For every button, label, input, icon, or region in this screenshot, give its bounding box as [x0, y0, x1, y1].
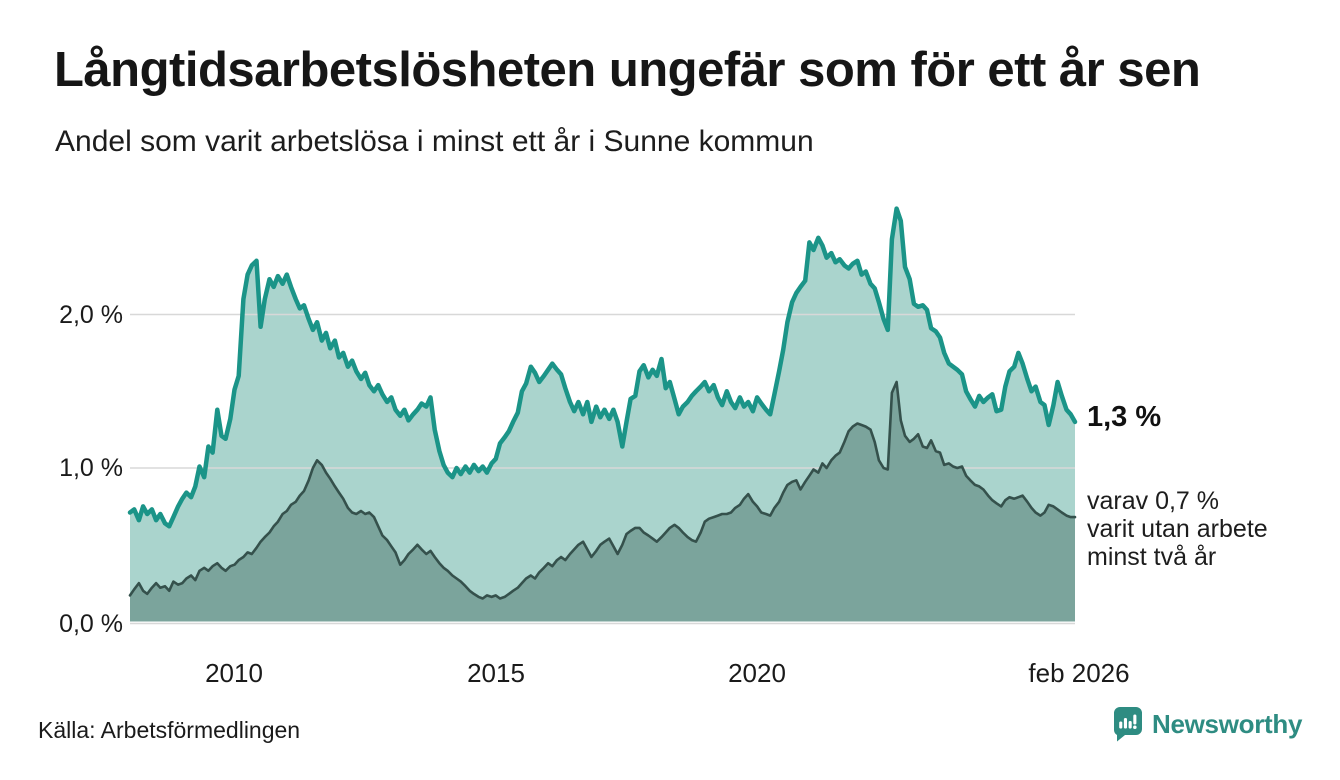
y-tick-2: 2,0 % — [59, 300, 123, 329]
series-1yr-line — [127, 206, 1078, 529]
series-2yr-line — [128, 380, 1077, 600]
secondary-value-line3: minst två år — [1087, 543, 1217, 571]
series-2yr-area — [130, 382, 1075, 622]
secondary-value-line1: varav 0,7 % — [1087, 487, 1220, 515]
latest-value-label: 1,3 % — [1087, 401, 1162, 433]
x-tick-feb-2026: feb 2026 — [1028, 658, 1130, 688]
page-subtitle: Andel som varit arbetslösa i minst ett å… — [55, 125, 814, 158]
page-title: Långtidsarbetslösheten ungefär som för e… — [54, 43, 1201, 97]
y-tick-1: 1,0 % — [59, 454, 123, 482]
source-credit: Källa: Arbetsförmedlingen — [38, 717, 301, 743]
secondary-value-label: varav 0,7 % varit utan arbete minst två … — [1087, 487, 1268, 571]
secondary-value-line2: varit utan arbete — [1087, 515, 1268, 543]
newsworthy-logo[interactable]: Newsworthy — [1112, 704, 1302, 744]
y-tick-0: 0,0 % — [59, 609, 123, 638]
x-tick-2015: 2015 — [467, 658, 525, 688]
newsworthy-logo-text: Newsworthy — [1152, 708, 1303, 739]
newsworthy-speech-bubble-icon — [1114, 707, 1142, 742]
x-tick-2010: 2010 — [205, 658, 263, 688]
x-tick-2020: 2020 — [728, 658, 786, 688]
